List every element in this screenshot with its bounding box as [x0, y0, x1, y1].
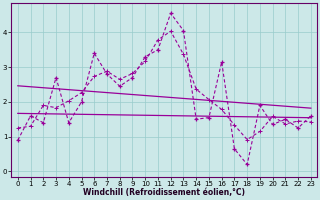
X-axis label: Windchill (Refroidissement éolien,°C): Windchill (Refroidissement éolien,°C)	[83, 188, 245, 197]
